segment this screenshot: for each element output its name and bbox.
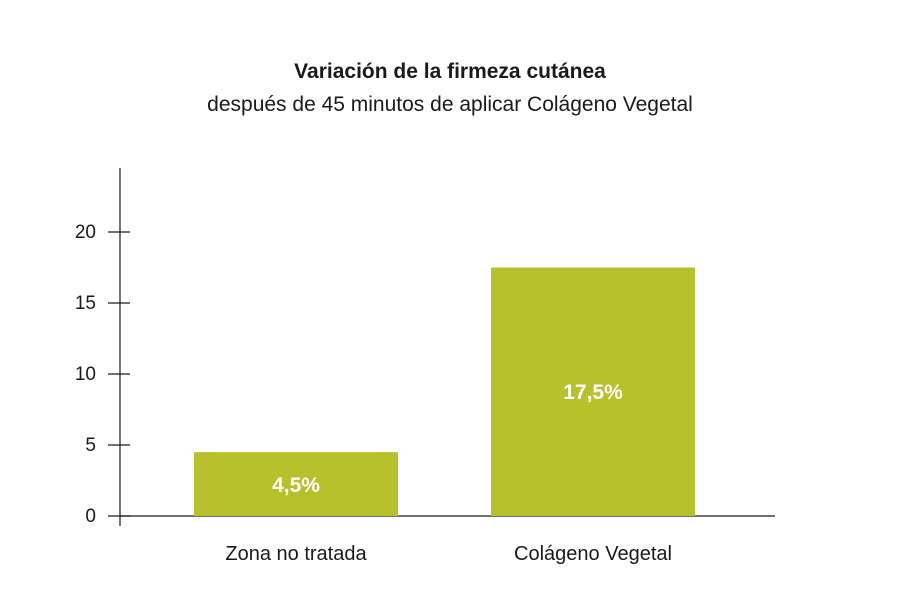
y-tick-label: 5 — [85, 435, 96, 456]
bar-zona-no-tratada — [194, 452, 398, 516]
category-label: Zona no tratada — [225, 543, 367, 565]
y-tick-label: 20 — [75, 222, 96, 243]
category-label: Colágeno Vegetal — [514, 543, 672, 565]
bar-colageno-vegetal — [491, 267, 695, 516]
y-tick-label: 15 — [75, 293, 96, 314]
chart-title: Variación de la firmeza cutánea — [294, 60, 606, 83]
bar-data-label: 17,5% — [563, 381, 623, 404]
y-tick-label: 0 — [85, 506, 96, 527]
chart-subtitle: después de 45 minutos de aplicar Colágen… — [207, 93, 693, 116]
y-tick-label: 10 — [75, 364, 96, 385]
bar-data-label: 4,5% — [272, 474, 320, 497]
